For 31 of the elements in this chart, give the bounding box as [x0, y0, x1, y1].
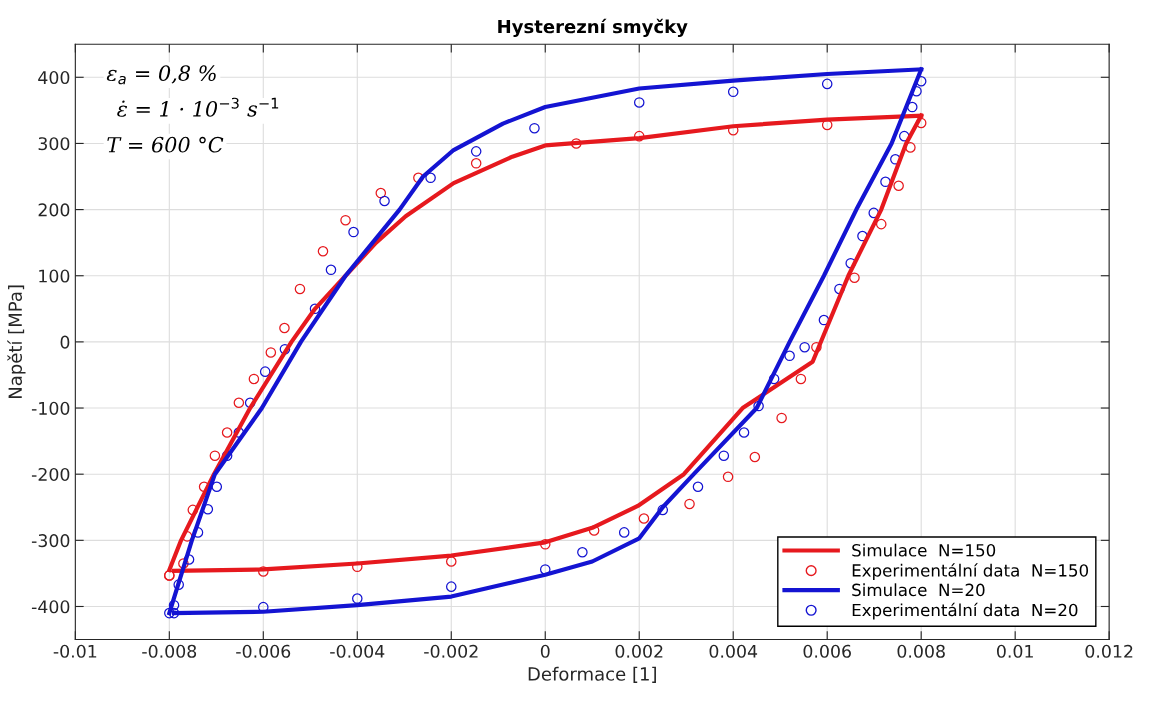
chart-title: Hysterezní smyčky — [498, 18, 688, 37]
y-tick-label: 400 — [38, 70, 70, 85]
legend-label: Simulace N=150 — [852, 543, 996, 557]
legend-label: Simulace N=20 — [852, 583, 985, 597]
y-tick-label: 200 — [38, 203, 70, 217]
y-tick-label: -100 — [31, 401, 70, 415]
annotation: T = 600 °C — [107, 136, 224, 153]
annotation: ε̇ = 1 · 10$^{−3}$ s$^{−1}$ — [117, 97, 279, 117]
x-tick-label: -0.01 — [53, 644, 97, 658]
y-tick-label: -300 — [31, 534, 70, 548]
y-tick-label: 300 — [38, 137, 70, 151]
x-tick-label: -0.002 — [424, 644, 478, 658]
x-tick-label: -0.004 — [330, 644, 385, 658]
x-tick-label: 0.006 — [803, 644, 851, 658]
x-tick-label: 0 — [540, 644, 550, 658]
x-axis-title: Deformace [1] — [528, 666, 656, 683]
legend-label: Experimentální data N=150 — [852, 563, 1089, 580]
y-tick-label: -400 — [31, 600, 70, 614]
annotation: ε$_{a}$ = 0,8 % — [106, 65, 216, 85]
x-tick-label: 0.008 — [897, 644, 945, 658]
y-tick-label: 100 — [39, 269, 70, 283]
y-tick-label: 0 — [60, 335, 70, 349]
x-tick-label: 0.012 — [1085, 644, 1133, 658]
x-tick-label: -0.008 — [142, 644, 197, 658]
y-tick-label: -200 — [31, 467, 70, 482]
y-axis-title: Napětí [MPa] — [7, 285, 26, 398]
x-tick-label: 0.01 — [997, 644, 1033, 658]
x-tick-label: 0.002 — [615, 644, 663, 658]
legend-label: Experimentální data N=20 — [852, 602, 1078, 620]
x-tick-label: -0.006 — [236, 644, 291, 658]
x-tick-label: 0.004 — [709, 644, 758, 658]
